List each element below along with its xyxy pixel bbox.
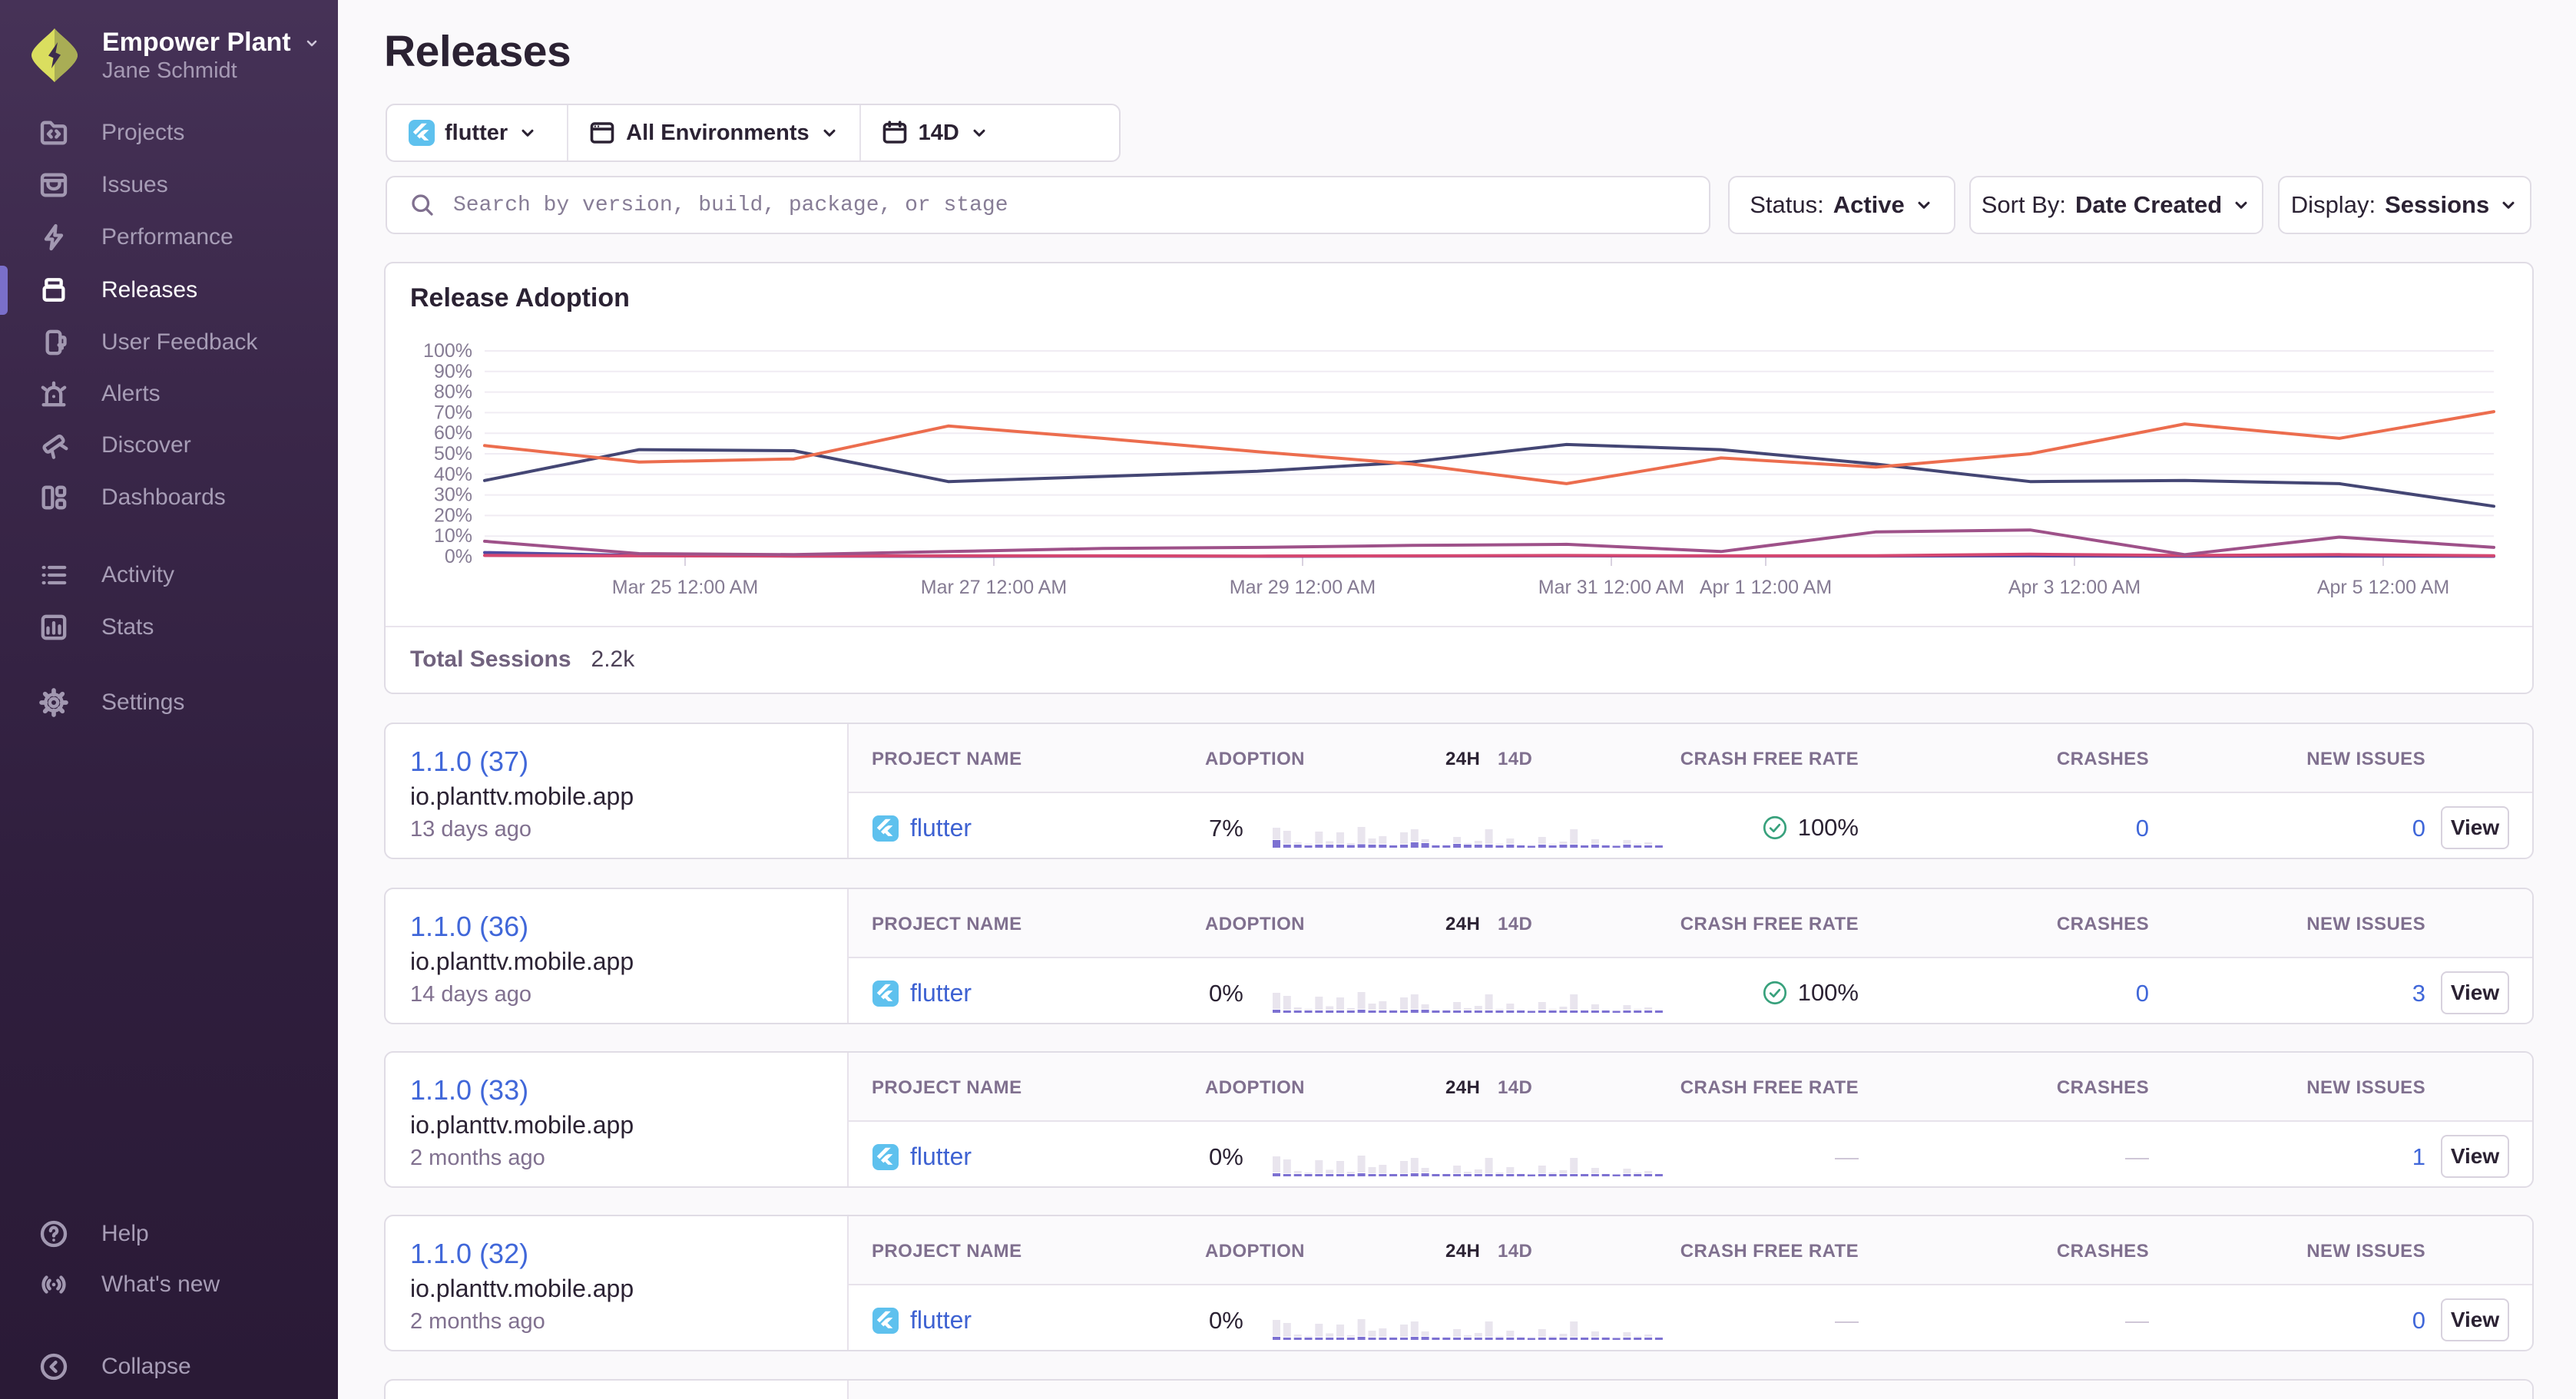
svg-text:Mar 29 12:00 AM: Mar 29 12:00 AM: [1230, 577, 1376, 598]
svg-text:Mar 27 12:00 AM: Mar 27 12:00 AM: [921, 577, 1067, 598]
svg-text:Apr 3 12:00 AM: Apr 3 12:00 AM: [2008, 577, 2141, 598]
svg-text:100%: 100%: [423, 340, 472, 362]
svg-text:50%: 50%: [434, 443, 472, 465]
svg-text:10%: 10%: [434, 525, 472, 547]
svg-text:Mar 25 12:00 AM: Mar 25 12:00 AM: [612, 577, 758, 598]
svg-text:Mar 31 12:00 AM: Mar 31 12:00 AM: [1538, 577, 1684, 598]
svg-text:Apr 1 12:00 AM: Apr 1 12:00 AM: [1700, 577, 1832, 598]
svg-text:30%: 30%: [434, 485, 472, 506]
svg-text:40%: 40%: [434, 464, 472, 485]
svg-text:70%: 70%: [434, 402, 472, 423]
svg-text:0%: 0%: [445, 546, 472, 567]
svg-text:60%: 60%: [434, 422, 472, 444]
svg-text:90%: 90%: [434, 361, 472, 382]
svg-text:Apr 5 12:00 AM: Apr 5 12:00 AM: [2317, 577, 2449, 598]
svg-text:20%: 20%: [434, 504, 472, 526]
svg-text:80%: 80%: [434, 382, 472, 403]
